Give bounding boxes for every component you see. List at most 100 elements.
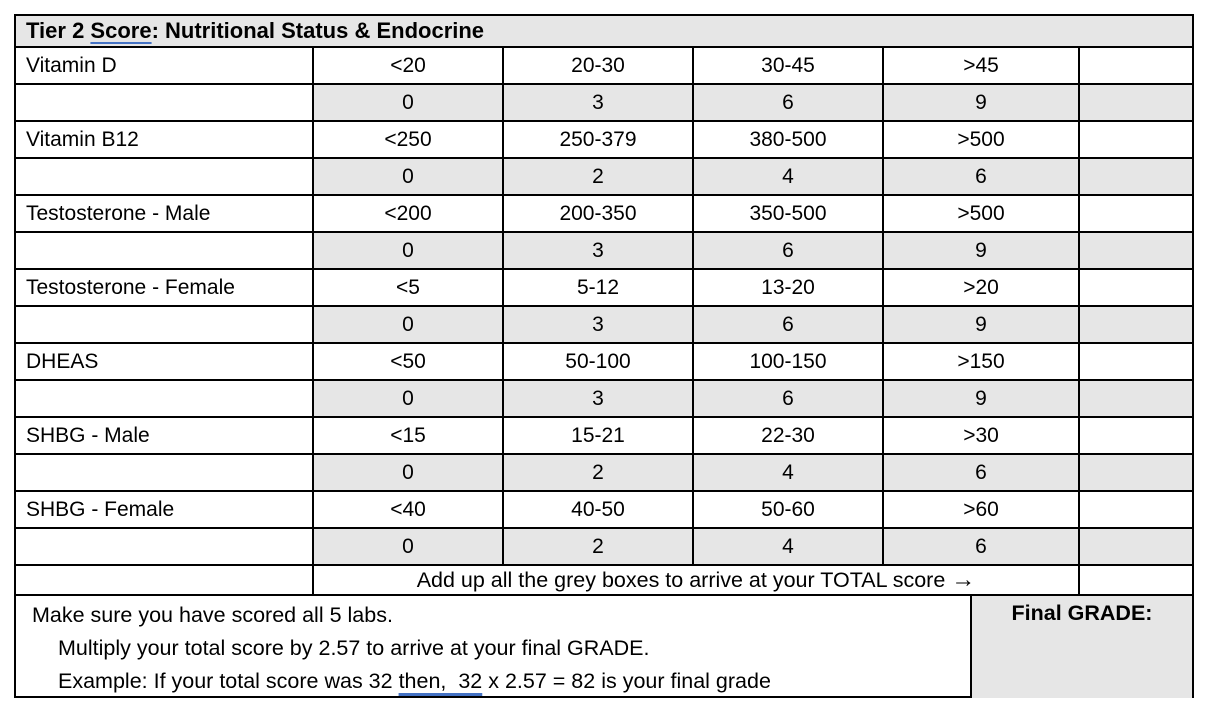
lab-range-cell: 20-30 [504, 48, 694, 83]
title-row: Tier 2 Score: Nutritional Status & Endoc… [16, 16, 1192, 48]
lab-range-cell: 30-45 [694, 48, 884, 83]
footer-line-3: Example: If your total score was 32 then… [16, 665, 970, 698]
final-grade-label: Final GRADE: [1011, 601, 1153, 625]
lab-range-cell: 350-500 [694, 196, 884, 231]
lab-value-row: Vitamin B12 <250 250-379 380-500 >500 [16, 122, 1192, 159]
lab-range-cell: 50-60 [694, 492, 884, 527]
lab-range-cell: <40 [314, 492, 504, 527]
lab-score-cell: 0 [314, 159, 504, 194]
lab-score-cell: 0 [314, 307, 504, 342]
lab-score-spacer-cell [16, 233, 314, 268]
lab-score-spacer-cell [16, 455, 314, 490]
lab-entry-cell [1080, 48, 1192, 83]
lab-entry-cell [1080, 122, 1192, 157]
page-title: Tier 2 Score: Nutritional Status & Endoc… [16, 18, 1192, 44]
lab-score-cell: 6 [694, 381, 884, 416]
lab-score-spacer-cell [16, 159, 314, 194]
lab-score-cell: 3 [504, 307, 694, 342]
lab-range-cell: >500 [884, 196, 1080, 231]
footer-line-3-prefix: Example: If your total score was 32 [58, 669, 399, 693]
lab-score-row: 0 2 4 6 [16, 529, 1192, 566]
total-instruction: Add up all the grey boxes to arrive at y… [416, 567, 946, 592]
total-row-spacer-cell [16, 566, 314, 594]
lab-range-cell: >30 [884, 418, 1080, 453]
lab-score-cell: 6 [694, 85, 884, 120]
lab-range-cell: >60 [884, 492, 1080, 527]
lab-score-cell: 3 [504, 381, 694, 416]
title-prefix: Tier 2 [26, 18, 91, 43]
title-suffix: : Nutritional Status & Endocrine [151, 18, 485, 43]
lab-entry-cell [1080, 455, 1192, 490]
lab-entry-cell [1080, 159, 1192, 194]
lab-score-cell: 4 [694, 529, 884, 564]
lab-entry-cell [1080, 233, 1192, 268]
lab-entry-cell [1080, 307, 1192, 342]
lab-value-row: Testosterone - Male <200 200-350 350-500… [16, 196, 1192, 233]
lab-value-row: Testosterone - Female <5 5-12 13-20 >20 [16, 270, 1192, 307]
total-score-entry-cell[interactable] [1080, 566, 1192, 594]
lab-label: Vitamin D [16, 48, 314, 83]
lab-value-row: Vitamin D <20 20-30 30-45 >45 [16, 48, 1192, 85]
lab-score-row: 0 3 6 9 [16, 381, 1192, 418]
lab-range-cell: 22-30 [694, 418, 884, 453]
lab-score-row: 0 3 6 9 [16, 307, 1192, 344]
lab-label: Testosterone - Female [16, 270, 314, 305]
lab-score-cell: 6 [694, 233, 884, 268]
lab-range-cell: 200-350 [504, 196, 694, 231]
lab-score-cell: 2 [504, 159, 694, 194]
lab-score-cell: 4 [694, 159, 884, 194]
lab-entry-cell [1080, 344, 1192, 379]
lab-label: Vitamin B12 [16, 122, 314, 157]
lab-score-cell: 0 [314, 233, 504, 268]
lab-range-cell: 100-150 [694, 344, 884, 379]
lab-score-row: 0 2 4 6 [16, 455, 1192, 492]
lab-score-cell: 2 [504, 455, 694, 490]
lab-score-spacer-cell [16, 381, 314, 416]
lab-score-cell: 6 [884, 159, 1080, 194]
footer-line-3-suffix: x 2.57 = 82 is your final grade [482, 669, 771, 693]
lab-label: DHEAS [16, 344, 314, 379]
lab-entry-cell [1080, 529, 1192, 564]
lab-value-row: DHEAS <50 50-100 100-150 >150 [16, 344, 1192, 381]
lab-range-cell: <15 [314, 418, 504, 453]
lab-range-cell: 13-20 [694, 270, 884, 305]
lab-range-cell: 380-500 [694, 122, 884, 157]
lab-label: SHBG - Male [16, 418, 314, 453]
tier2-score-sheet: Tier 2 Score: Nutritional Status & Endoc… [14, 14, 1194, 698]
lab-score-cell: 3 [504, 233, 694, 268]
lab-score-spacer-cell [16, 529, 314, 564]
lab-score-cell: 0 [314, 381, 504, 416]
footer-line-1: Make sure you have scored all 5 labs. [32, 603, 393, 627]
lab-range-cell: >500 [884, 122, 1080, 157]
lab-score-row: 0 3 6 9 [16, 85, 1192, 122]
lab-score-cell: 6 [884, 529, 1080, 564]
lab-value-row: SHBG - Female <40 40-50 50-60 >60 [16, 492, 1192, 529]
lab-range-cell: <250 [314, 122, 504, 157]
lab-range-cell: 5-12 [504, 270, 694, 305]
lab-score-cell: 2 [504, 529, 694, 564]
lab-range-cell: <50 [314, 344, 504, 379]
total-row: Add up all the grey boxes to arrive at y… [16, 566, 1192, 596]
lab-label: SHBG - Female [16, 492, 314, 527]
title-underlined-word: Score [90, 18, 152, 43]
lab-range-cell: 50-100 [504, 344, 694, 379]
lab-score-cell: 9 [884, 381, 1080, 416]
lab-score-cell: 9 [884, 85, 1080, 120]
lab-score-row: 0 3 6 9 [16, 233, 1192, 270]
total-instruction-cell: Add up all the grey boxes to arrive at y… [314, 566, 1080, 594]
lab-range-cell: 250-379 [504, 122, 694, 157]
lab-range-cell: <20 [314, 48, 504, 83]
lab-entry-cell [1080, 381, 1192, 416]
right-arrow-icon: → [951, 566, 976, 593]
lab-range-cell: <200 [314, 196, 504, 231]
footer-line-2: Multiply your total score by 2.57 to arr… [58, 636, 650, 660]
lab-score-row: 0 2 4 6 [16, 159, 1192, 196]
footer-line-3-underlined: then, 32 [398, 669, 483, 693]
final-grade-box[interactable]: Final GRADE: [970, 596, 1192, 698]
lab-range-cell: >45 [884, 48, 1080, 83]
lab-score-cell: 0 [314, 529, 504, 564]
lab-score-cell: 3 [504, 85, 694, 120]
lab-range-cell: <5 [314, 270, 504, 305]
lab-label: Testosterone - Male [16, 196, 314, 231]
lab-score-spacer-cell [16, 85, 314, 120]
